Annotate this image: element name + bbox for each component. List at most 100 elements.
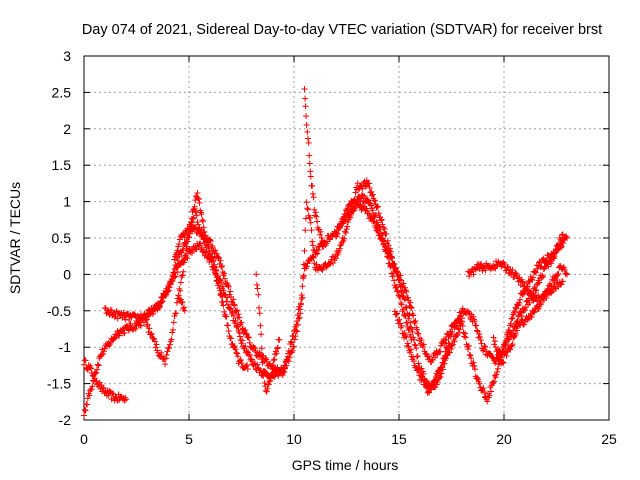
data-point	[150, 335, 157, 342]
data-point	[299, 294, 306, 301]
data-point	[492, 374, 499, 381]
data-point	[501, 342, 508, 349]
data-point	[223, 298, 230, 305]
data-point	[530, 274, 537, 281]
data-point	[303, 199, 310, 206]
data-point	[470, 271, 477, 278]
data-point	[470, 359, 477, 366]
data-point	[508, 315, 515, 322]
data-point	[375, 210, 382, 217]
data-point	[410, 312, 417, 319]
data-point	[307, 173, 314, 180]
data-point	[121, 397, 128, 404]
data-point	[405, 315, 412, 322]
y-tick-label: -1	[59, 339, 72, 355]
data-point	[534, 265, 541, 272]
data-point	[420, 341, 427, 348]
data-point	[309, 238, 316, 245]
data-point	[508, 342, 515, 349]
data-point	[195, 221, 202, 228]
data-point	[393, 311, 400, 318]
data-point	[254, 285, 261, 292]
data-point	[306, 160, 313, 167]
axis-ticks: 0 5 10 15 20 25 -2 -1.5 -1 -0.5 0 0.5 1 1.5 2 2.5 3	[47, 48, 617, 447]
y-tick-label: -0.5	[47, 303, 71, 319]
data-point	[420, 376, 427, 383]
data-points	[81, 86, 570, 419]
data-point	[522, 307, 528, 314]
series-track-i	[253, 271, 283, 395]
data-point	[173, 263, 180, 270]
data-point	[406, 325, 413, 332]
data-point	[214, 273, 221, 280]
data-point	[249, 356, 255, 363]
data-point	[279, 372, 286, 379]
data-point	[560, 264, 567, 271]
data-point	[559, 278, 566, 285]
data-point	[246, 339, 253, 346]
data-point	[174, 257, 181, 264]
data-point	[232, 318, 239, 325]
data-point	[477, 333, 483, 340]
data-point	[81, 361, 87, 368]
data-point	[202, 236, 209, 243]
data-point	[512, 330, 519, 337]
data-point	[198, 211, 205, 218]
data-point	[370, 218, 377, 225]
series-track-a	[81, 357, 129, 404]
data-point	[517, 322, 524, 329]
data-point	[144, 321, 151, 328]
data-point	[551, 253, 558, 260]
data-point	[176, 241, 183, 248]
data-point	[498, 354, 505, 361]
data-point	[434, 379, 441, 386]
data-point	[191, 203, 198, 210]
data-point	[507, 320, 514, 327]
chart-title: Day 074 of 2021, Sidereal Day-to-day VTE…	[82, 22, 602, 38]
data-point	[217, 257, 224, 264]
data-point	[462, 330, 469, 337]
data-point	[492, 338, 499, 345]
data-point	[455, 330, 462, 337]
data-point	[398, 301, 405, 308]
data-point	[468, 355, 475, 362]
data-point	[286, 350, 293, 357]
data-point	[437, 348, 444, 355]
data-point	[415, 330, 422, 337]
data-point	[466, 351, 473, 358]
data-point	[88, 365, 95, 372]
data-point	[407, 349, 414, 356]
data-point	[282, 364, 288, 371]
data-point	[459, 322, 466, 329]
data-point	[381, 238, 388, 245]
data-point	[234, 353, 241, 360]
data-point	[438, 370, 445, 377]
data-point	[218, 264, 225, 271]
data-point	[211, 264, 218, 271]
data-point	[378, 216, 385, 223]
data-point	[437, 373, 444, 380]
data-point	[89, 383, 96, 390]
data-point	[174, 247, 181, 254]
data-point	[274, 364, 281, 371]
data-point	[190, 206, 197, 213]
data-point	[545, 286, 552, 293]
data-point	[217, 291, 224, 298]
data-point	[175, 292, 182, 299]
data-point	[394, 310, 401, 317]
data-point	[221, 308, 228, 315]
data-point	[488, 388, 495, 395]
data-point	[213, 277, 220, 284]
data-point	[100, 385, 107, 392]
x-tick-label: 5	[185, 431, 193, 447]
data-point	[399, 289, 405, 296]
data-point	[218, 292, 225, 299]
data-point	[418, 336, 425, 343]
data-point	[530, 309, 537, 316]
data-point	[545, 263, 552, 270]
data-point	[182, 252, 189, 259]
data-point	[466, 273, 473, 280]
data-point	[407, 334, 414, 341]
data-point	[231, 301, 237, 308]
data-point	[246, 351, 253, 358]
